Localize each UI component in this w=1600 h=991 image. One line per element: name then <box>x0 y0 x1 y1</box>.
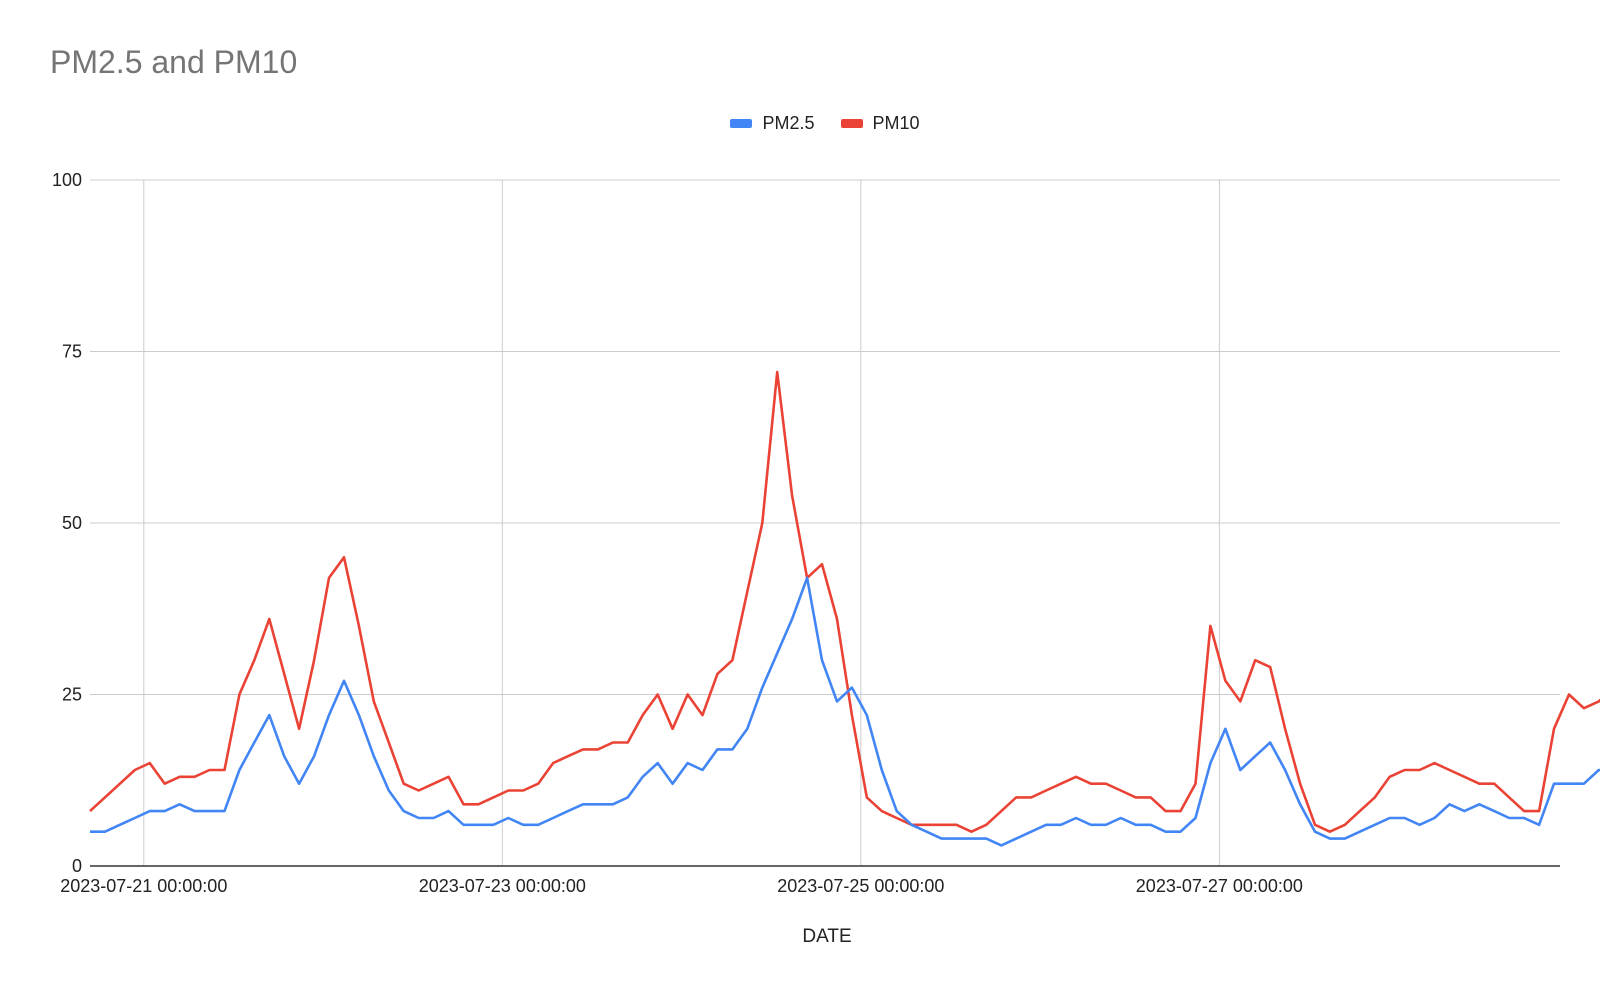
legend-label-pm25: PM2.5 <box>762 113 815 133</box>
legend-swatch-pm25 <box>730 119 753 128</box>
y-axis-labels: 0 25 50 75 100 <box>52 170 82 876</box>
x-tick-label: 2023-07-25 00:00:00 <box>777 876 944 896</box>
x-tick-label: 2023-07-21 00:00:00 <box>60 876 227 896</box>
legend-item-pm25[interactable]: PM2.5 <box>730 113 815 134</box>
y-tick-label: 0 <box>72 856 82 876</box>
grid <box>90 179 1560 866</box>
legend-item-pm10[interactable]: PM10 <box>840 113 920 134</box>
series-layer <box>89 345 1600 847</box>
legend-swatch-pm10 <box>840 119 863 128</box>
y-tick-label: 25 <box>62 685 82 705</box>
series-line-pm10[interactable] <box>89 345 1600 834</box>
legend-label-pm10: PM10 <box>872 113 920 133</box>
y-tick-label: 100 <box>52 170 82 190</box>
y-tick-label: 50 <box>62 513 82 533</box>
chart-title: PM2.5 and PM10 <box>50 44 298 80</box>
x-axis-labels: 2023-07-21 00:00:00 2023-07-23 00:00:00 20… <box>60 876 1303 896</box>
x-axis-title: DATE <box>802 926 851 947</box>
series-line-pm25[interactable] <box>90 557 1600 847</box>
legend: PM2.5 PM10 <box>0 113 1600 134</box>
y-tick-label: 75 <box>62 342 82 362</box>
x-tick-label: 2023-07-27 00:00:00 <box>1136 876 1303 896</box>
x-tick-label: 2023-07-23 00:00:00 <box>419 876 586 896</box>
